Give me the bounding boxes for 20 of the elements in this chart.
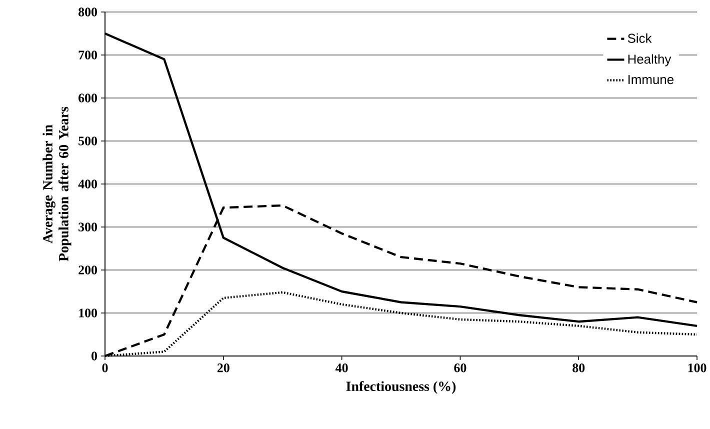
x-axis-title: Infectiousness (%) <box>346 381 456 394</box>
x-tick-label: 0 <box>102 364 108 372</box>
y-tick-label: 0 <box>92 352 98 360</box>
x-tick-label: 80 <box>572 364 585 372</box>
y-axis-title: Average Number in Population after 60 Years <box>42 106 72 262</box>
x-tick-label: 60 <box>454 364 466 372</box>
y-tick-label: 500 <box>78 136 98 146</box>
y-tick-label: 200 <box>78 266 98 274</box>
x-tick-label: 20 <box>217 364 230 372</box>
legend-label: Sick <box>628 33 652 43</box>
x-tick-label: 100 <box>688 364 706 372</box>
y-tick-label: 700 <box>78 50 98 60</box>
y-tick-label: 100 <box>79 308 98 318</box>
legend-label: Healthy <box>628 54 672 66</box>
y-tick-label: 300 <box>78 222 98 232</box>
y-tick-label: 800 <box>78 8 98 16</box>
y-tick-label: 400 <box>78 180 98 188</box>
y-tick-label: 600 <box>78 94 98 102</box>
x-tick-label: 40 <box>336 364 348 372</box>
legend-label: Immune <box>628 75 674 84</box>
